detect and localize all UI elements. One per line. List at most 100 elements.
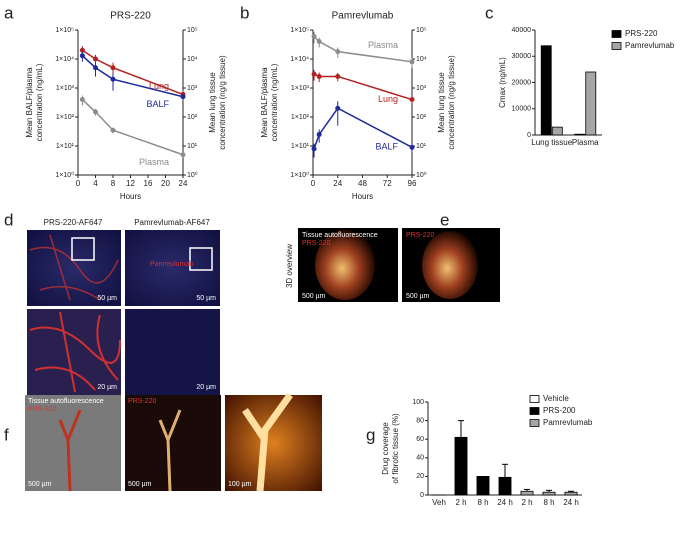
y-tick-label: 1×10⁴ bbox=[290, 56, 309, 63]
point bbox=[409, 97, 415, 103]
legend-label: Pamrevlumab bbox=[543, 418, 593, 427]
point bbox=[79, 97, 85, 103]
point bbox=[180, 152, 186, 158]
y-tick-label: 1×10¹ bbox=[56, 143, 75, 150]
y2-tick-label: 10⁴ bbox=[416, 56, 427, 63]
x-tick-label: 0 bbox=[76, 179, 81, 188]
x-tick-label: 96 bbox=[408, 179, 417, 188]
series-label: Plasma bbox=[139, 157, 169, 167]
panel-letter: f bbox=[4, 425, 9, 444]
section bbox=[25, 395, 121, 491]
legend-swatch bbox=[529, 395, 540, 403]
zoom-box bbox=[189, 247, 213, 271]
point bbox=[93, 56, 98, 62]
chart-title: Pamrevlumab bbox=[332, 11, 394, 22]
point bbox=[110, 65, 116, 71]
x-tick-label: 24 bbox=[333, 179, 342, 188]
bar bbox=[498, 476, 512, 496]
micrograph bbox=[27, 230, 121, 306]
scale-bar-label: 50 µm bbox=[97, 295, 117, 302]
x-tick-label: 8 h bbox=[543, 498, 554, 507]
x-tick-label: 8 bbox=[111, 179, 116, 188]
point bbox=[110, 76, 116, 82]
axis-title: Mean lung tissue bbox=[208, 72, 217, 133]
legend-swatch bbox=[529, 407, 540, 415]
x-tick-label: 4 bbox=[93, 179, 98, 188]
micrograph bbox=[27, 309, 121, 395]
x-axis-title: Hours bbox=[352, 192, 373, 201]
column-title: Pamrevlumab-AF647 bbox=[134, 218, 210, 227]
y-tick-label: 0 bbox=[527, 132, 531, 139]
bar bbox=[476, 475, 490, 496]
bar bbox=[551, 126, 563, 136]
bar bbox=[540, 45, 552, 136]
x-tick-label: 12 bbox=[126, 179, 135, 188]
y2-tick-label: 10⁰ bbox=[416, 171, 427, 179]
y-tick-label: 1×10⁰ bbox=[55, 171, 74, 179]
chart-title: PRS-220 bbox=[110, 11, 151, 22]
series-line bbox=[81, 49, 184, 96]
x-tick-label: 8 h bbox=[477, 498, 488, 507]
bar bbox=[585, 71, 597, 136]
series-line bbox=[81, 55, 184, 98]
point bbox=[409, 59, 415, 65]
image-label: PRS-220 bbox=[406, 232, 435, 239]
image-label: PRS-220 bbox=[128, 398, 157, 405]
image-label: PRS-220 bbox=[302, 240, 331, 247]
row-label: 3D overview bbox=[285, 244, 294, 288]
lung bbox=[422, 231, 478, 299]
legend-swatch bbox=[529, 419, 540, 427]
image-label: PRS-220 bbox=[28, 406, 57, 413]
axis-title: Mean BALF/plasma bbox=[25, 67, 34, 138]
series-label: Lung bbox=[378, 94, 398, 104]
series-line bbox=[313, 73, 413, 101]
y-tick-label: 100 bbox=[412, 399, 424, 406]
bar bbox=[564, 491, 578, 496]
overlay-label: Pamrevlumab bbox=[150, 261, 193, 268]
y-tick-label: 1×10⁵ bbox=[55, 27, 74, 34]
y-tick-label: 1×10³ bbox=[56, 85, 75, 92]
signal bbox=[29, 311, 121, 393]
axis-title: Mean lung tissue bbox=[437, 72, 446, 133]
y-tick-label: 1×10¹ bbox=[291, 143, 310, 150]
y-tick-label: 1×10⁰ bbox=[290, 171, 309, 179]
y2-tick-label: 10² bbox=[416, 114, 427, 121]
panel-letter: g bbox=[366, 425, 375, 444]
point bbox=[316, 131, 322, 137]
signal bbox=[242, 392, 293, 492]
point bbox=[316, 73, 322, 79]
signal bbox=[29, 234, 119, 301]
legend-label: Vehicle bbox=[543, 394, 569, 403]
axis-title: Cmax (ng/mL) bbox=[498, 57, 507, 108]
point bbox=[335, 73, 341, 79]
y2-tick-label: 10³ bbox=[187, 85, 198, 92]
y-tick-label: 1×10⁴ bbox=[55, 56, 74, 63]
axis-title: of fibrotic tissue (%) bbox=[391, 413, 400, 484]
y-tick-label: 0 bbox=[420, 492, 424, 499]
x-tick-label: Plasma bbox=[572, 138, 599, 147]
panel-letter: b bbox=[240, 3, 249, 22]
point bbox=[93, 65, 98, 71]
series-line bbox=[81, 98, 184, 156]
series-label: BALF bbox=[146, 99, 169, 109]
axis-title: concentration (ng/mL) bbox=[270, 63, 279, 141]
y-tick-label: 40 bbox=[416, 455, 424, 462]
y2-tick-label: 10⁴ bbox=[187, 56, 198, 63]
x-tick-label: Veh bbox=[432, 498, 446, 507]
micrograph bbox=[125, 309, 220, 395]
image-label: Tissue autofluorescence bbox=[302, 232, 378, 239]
x-tick-label: 24 bbox=[179, 179, 188, 188]
y-tick-label: 1×10² bbox=[291, 114, 310, 121]
x-tick-label: 72 bbox=[383, 179, 392, 188]
y2-tick-label: 10⁰ bbox=[187, 171, 198, 179]
axis-title: Mean BALF/plasma bbox=[260, 67, 269, 138]
series-label: Lung bbox=[149, 81, 169, 91]
point bbox=[311, 71, 317, 77]
x-tick-label: 24 h bbox=[563, 498, 579, 507]
scale-bar-label: 100 µm bbox=[228, 481, 252, 488]
y-tick-label: 1×10² bbox=[56, 114, 75, 121]
x-tick-label: 0 bbox=[311, 179, 316, 188]
signal bbox=[158, 409, 182, 492]
y2-tick-label: 10¹ bbox=[416, 143, 427, 150]
